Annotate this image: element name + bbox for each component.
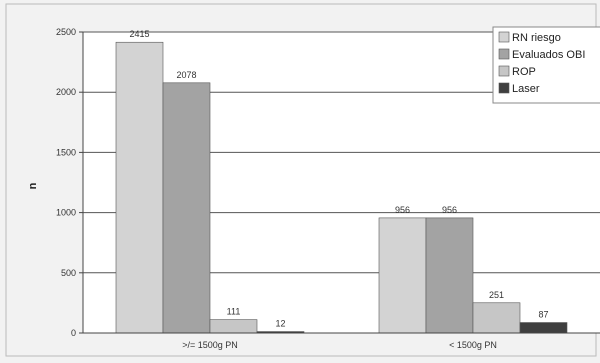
bars <box>115 41 568 334</box>
legend-swatch <box>498 65 510 77</box>
x-category-label: < 1500g PN <box>449 340 497 350</box>
legend-label: Evaluados OBI <box>512 49 585 61</box>
bar <box>209 319 258 334</box>
data-label: 2078 <box>176 70 196 80</box>
y-tick-label: 2000 <box>56 87 76 97</box>
data-label: 956 <box>442 205 457 215</box>
legend-label: Laser <box>512 83 540 95</box>
y-tick-label: 500 <box>61 268 76 278</box>
y-tick-label: 1500 <box>56 147 76 157</box>
data-label: 111 <box>227 307 241 317</box>
bar <box>378 217 427 334</box>
data-label: 12 <box>275 319 285 329</box>
bar <box>425 217 474 334</box>
y-tick-label: 1000 <box>56 208 76 218</box>
legend: RN riesgo Evaluados OBI ROP Laser <box>492 26 600 104</box>
legend-box <box>492 26 600 104</box>
data-label: 956 <box>395 205 410 215</box>
y-axis-label: n <box>27 182 39 189</box>
axis-ticks: 0 500 1000 1500 2000 2500 >/= 1500g PN < 1500g … <box>56 27 497 350</box>
y-tick-label: 0 <box>71 328 76 338</box>
y-tick-label: 2500 <box>56 27 76 37</box>
x-category-label: >/= 1500g PN <box>182 340 238 350</box>
data-label: 251 <box>489 290 504 300</box>
bar <box>115 41 164 334</box>
bar <box>472 302 521 334</box>
legend-swatch <box>498 31 510 43</box>
legend-swatch <box>498 48 510 60</box>
data-label: 87 <box>538 310 548 320</box>
legend-swatch <box>498 82 510 94</box>
bar <box>162 82 211 334</box>
bar <box>519 322 568 334</box>
legend-label: ROP <box>512 66 536 78</box>
legend-label: RN riesgo <box>512 32 561 44</box>
data-labels: 2415 2078 111 12 956 956 251 87 <box>129 29 548 328</box>
data-label: 2415 <box>129 29 149 39</box>
